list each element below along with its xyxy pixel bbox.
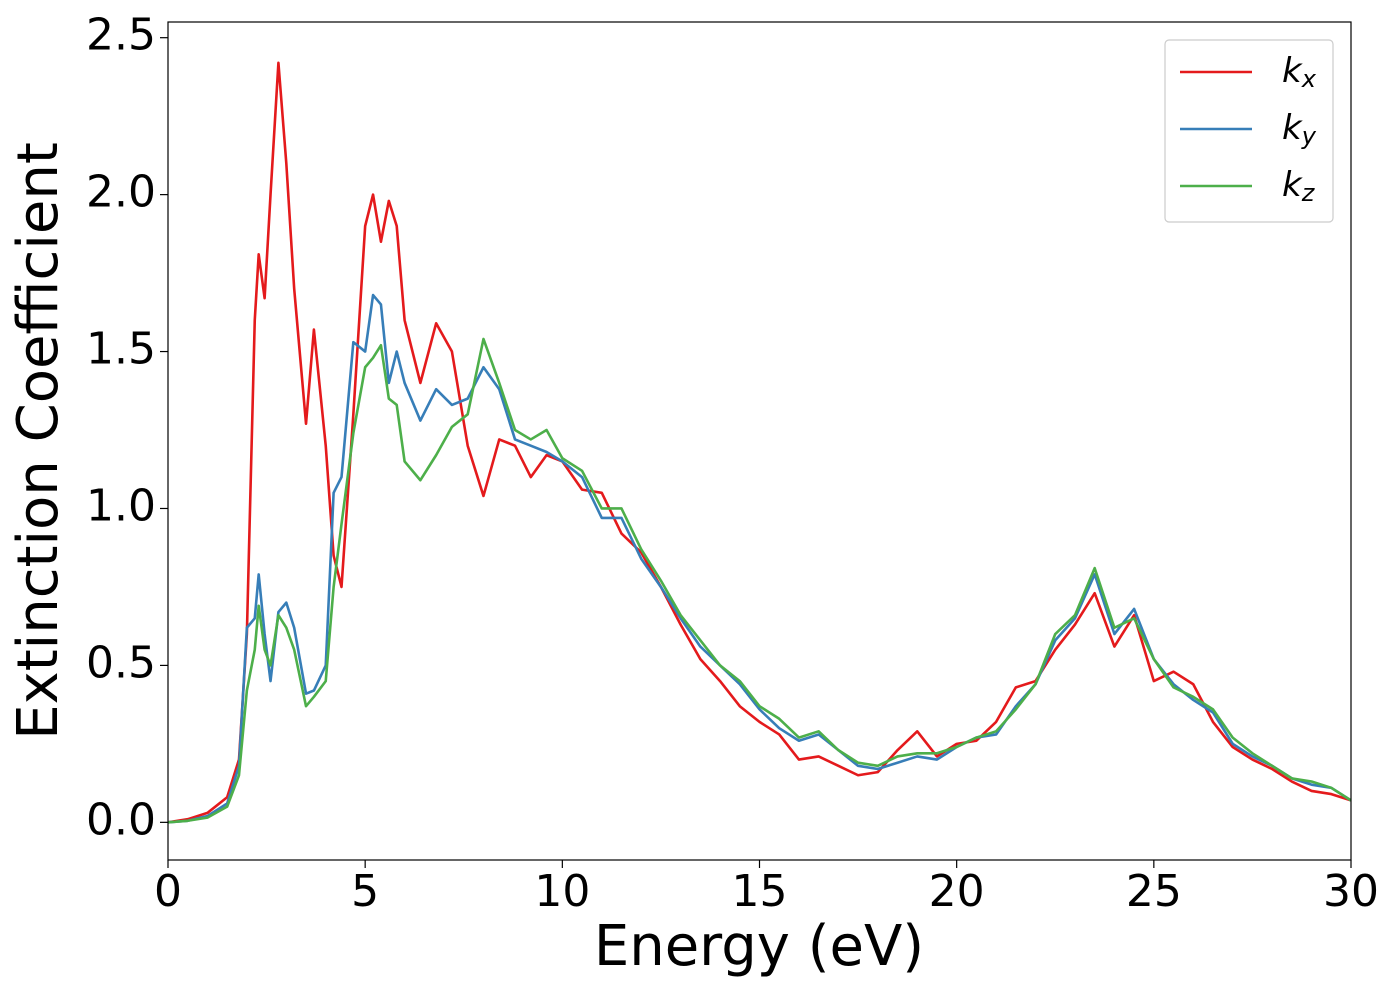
x-tick-label: 5 [351,866,379,917]
series-line [168,61,1351,824]
x-tick-label: 10 [534,866,590,917]
x-tick-label: 30 [1323,866,1379,917]
x-axis-label: Energy (eV) [594,914,924,979]
legend-label: ky [1282,108,1317,151]
y-tick-label: 0.0 [86,794,156,845]
series-line [168,293,1351,824]
y-tick-label: 2.5 [86,10,156,61]
y-tick-label: 1.0 [86,480,156,531]
y-tick-label: 1.5 [86,324,156,375]
x-tick-label: 0 [154,866,182,917]
y-axis-label: Extinction Coefficient [6,142,71,740]
y-tick-label: 0.5 [86,637,156,688]
legend-label: kz [1282,165,1316,208]
series-line [168,337,1351,824]
lines [168,61,1351,824]
legend-label: kx [1282,51,1317,94]
x-tick-label: 15 [732,866,788,917]
x-tick-label: 20 [929,866,985,917]
x-tick-label: 25 [1126,866,1182,917]
y-tick-label: 2.0 [86,167,156,218]
legend-box [1164,39,1334,223]
